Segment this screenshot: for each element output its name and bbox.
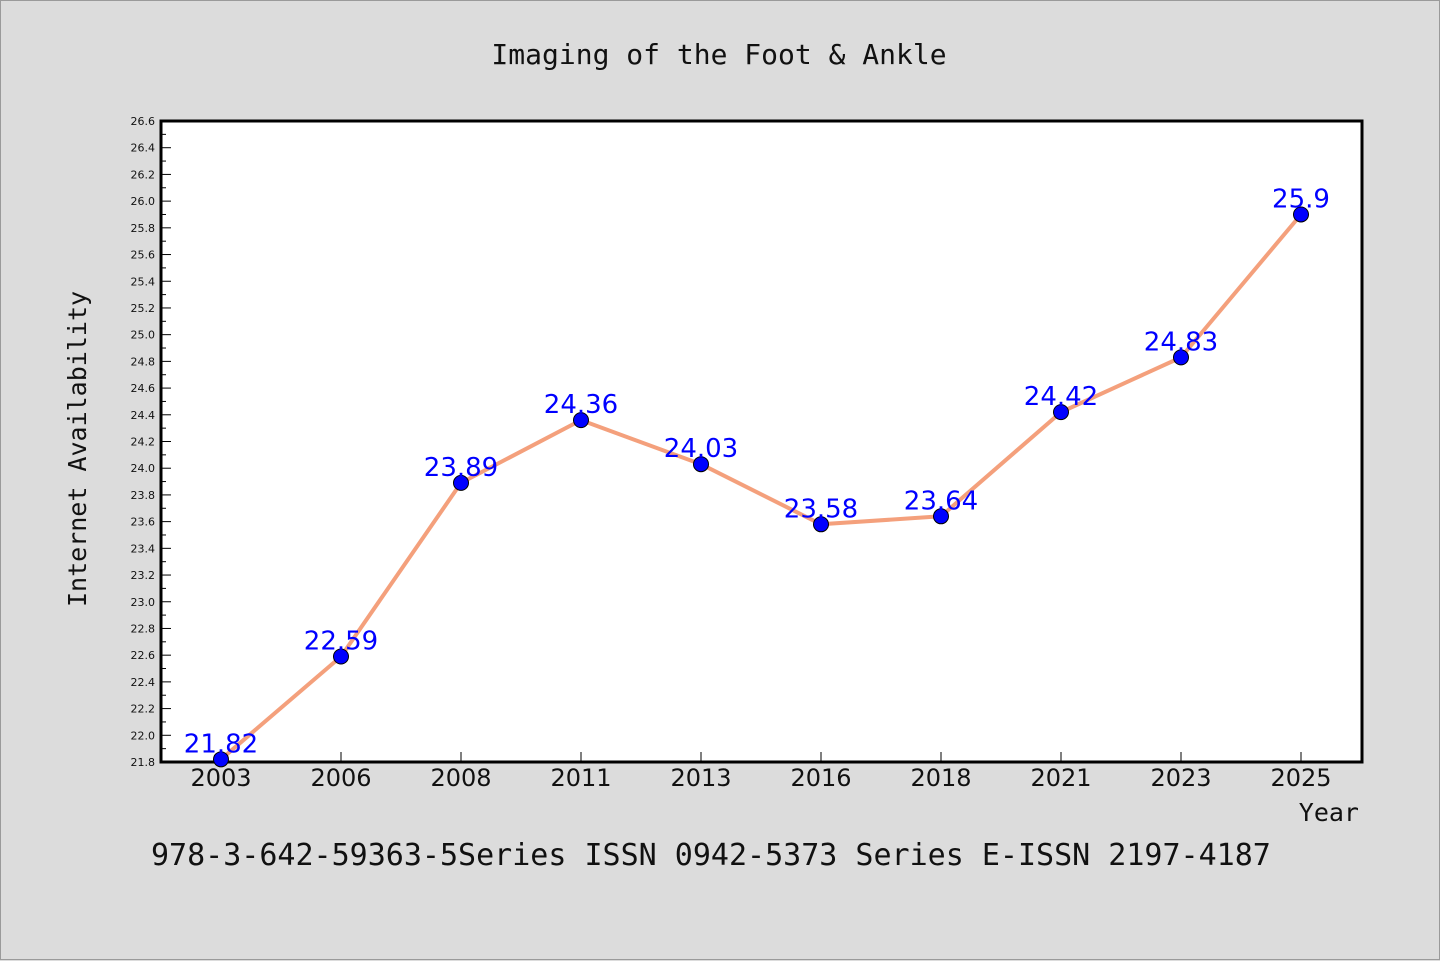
series-line-group [219,213,1303,761]
data-point [1173,349,1189,366]
y-tick-label: 25.2 [131,302,156,315]
y-tick-label: 26.2 [131,168,156,181]
data-labels-group: 21.82 22.59 23.89 24.36 24.03 23.58 23.64 24.42… [184,184,1330,759]
y-tick-label: 23.4 [131,542,156,555]
y-tick-label: 25.0 [131,329,156,342]
data-label: 23.89 [424,453,498,483]
x-axis: 2003 2006 2008 2011 2013 2016 2018 2021 2023 2025 [190,752,1332,792]
data-label: 24.42 [1024,382,1098,412]
data-point [693,456,709,473]
x-tick-label: 2003 [190,764,251,792]
series-line [219,213,1303,761]
data-point [1293,206,1309,223]
y-tick-label: 24.2 [131,436,156,449]
y-tick-label: 23.8 [131,489,156,502]
data-label: 24.03 [664,434,738,464]
y-tick-label: 22.4 [131,676,156,689]
data-point [213,751,229,768]
data-point [573,412,589,429]
y-tick-label: 22.2 [131,703,156,716]
x-tick-label: 2008 [430,764,491,792]
y-tick-label: 24.0 [131,462,156,475]
y-tick-label: 26.4 [131,142,156,155]
y-tick-label: 22.0 [131,729,156,742]
y-tick-label: 24.4 [131,409,156,422]
footer-isbn-text: 978-3-642-59363-5Series ISSN 0942-5373 S… [151,838,1271,873]
y-tick-label: 26.6 [131,115,156,128]
x-tick-label: 2025 [1270,764,1331,792]
data-label: 24.83 [1144,327,1218,357]
plot-area [159,119,1364,764]
data-label: 23.58 [784,494,858,524]
data-label: 24.36 [544,390,618,420]
data-point [333,648,349,665]
y-tick-label: 22.6 [131,649,156,662]
y-tick-label: 23.0 [131,596,156,609]
x-tick-label: 2021 [1030,764,1091,792]
chart-title: Imaging of the Foot & Ankle [491,38,946,71]
data-point [1053,404,1069,421]
y-axis: 21.8 22.0 22.2 22.4 22.6 22.8 23.0 23.2 23.4 23.6… [131,115,171,769]
data-point [933,508,949,525]
y-tick-label: 24.6 [131,382,156,395]
y-tick-label: 21.8 [131,756,156,769]
x-tick-label: 2018 [910,764,971,792]
series-points-group [213,206,1309,768]
y-axis-title: Internet Availability [63,291,92,607]
x-tick-label: 2011 [550,764,611,792]
y-tick-label: 24.8 [131,355,156,368]
y-tick-label: 26.0 [131,195,156,208]
x-tick-label: 2013 [670,764,731,792]
y-tick-label: 25.6 [131,249,156,262]
data-point [813,516,829,533]
data-label: 22.59 [304,627,378,657]
x-tick-label: 2006 [310,764,371,792]
data-point [453,474,469,491]
data-label: 21.82 [184,729,258,759]
data-label: 23.64 [904,486,978,516]
data-label: 25.9 [1272,184,1330,214]
y-tick-label: 22.8 [131,622,156,635]
y-tick-label: 25.8 [131,222,156,235]
y-tick-label: 23.2 [131,569,156,582]
x-tick-label: 2023 [1150,764,1211,792]
x-tick-label: 2016 [790,764,851,792]
x-axis-title: Year [1299,798,1359,827]
y-tick-label: 25.4 [131,275,156,288]
y-tick-label: 23.6 [131,516,156,529]
